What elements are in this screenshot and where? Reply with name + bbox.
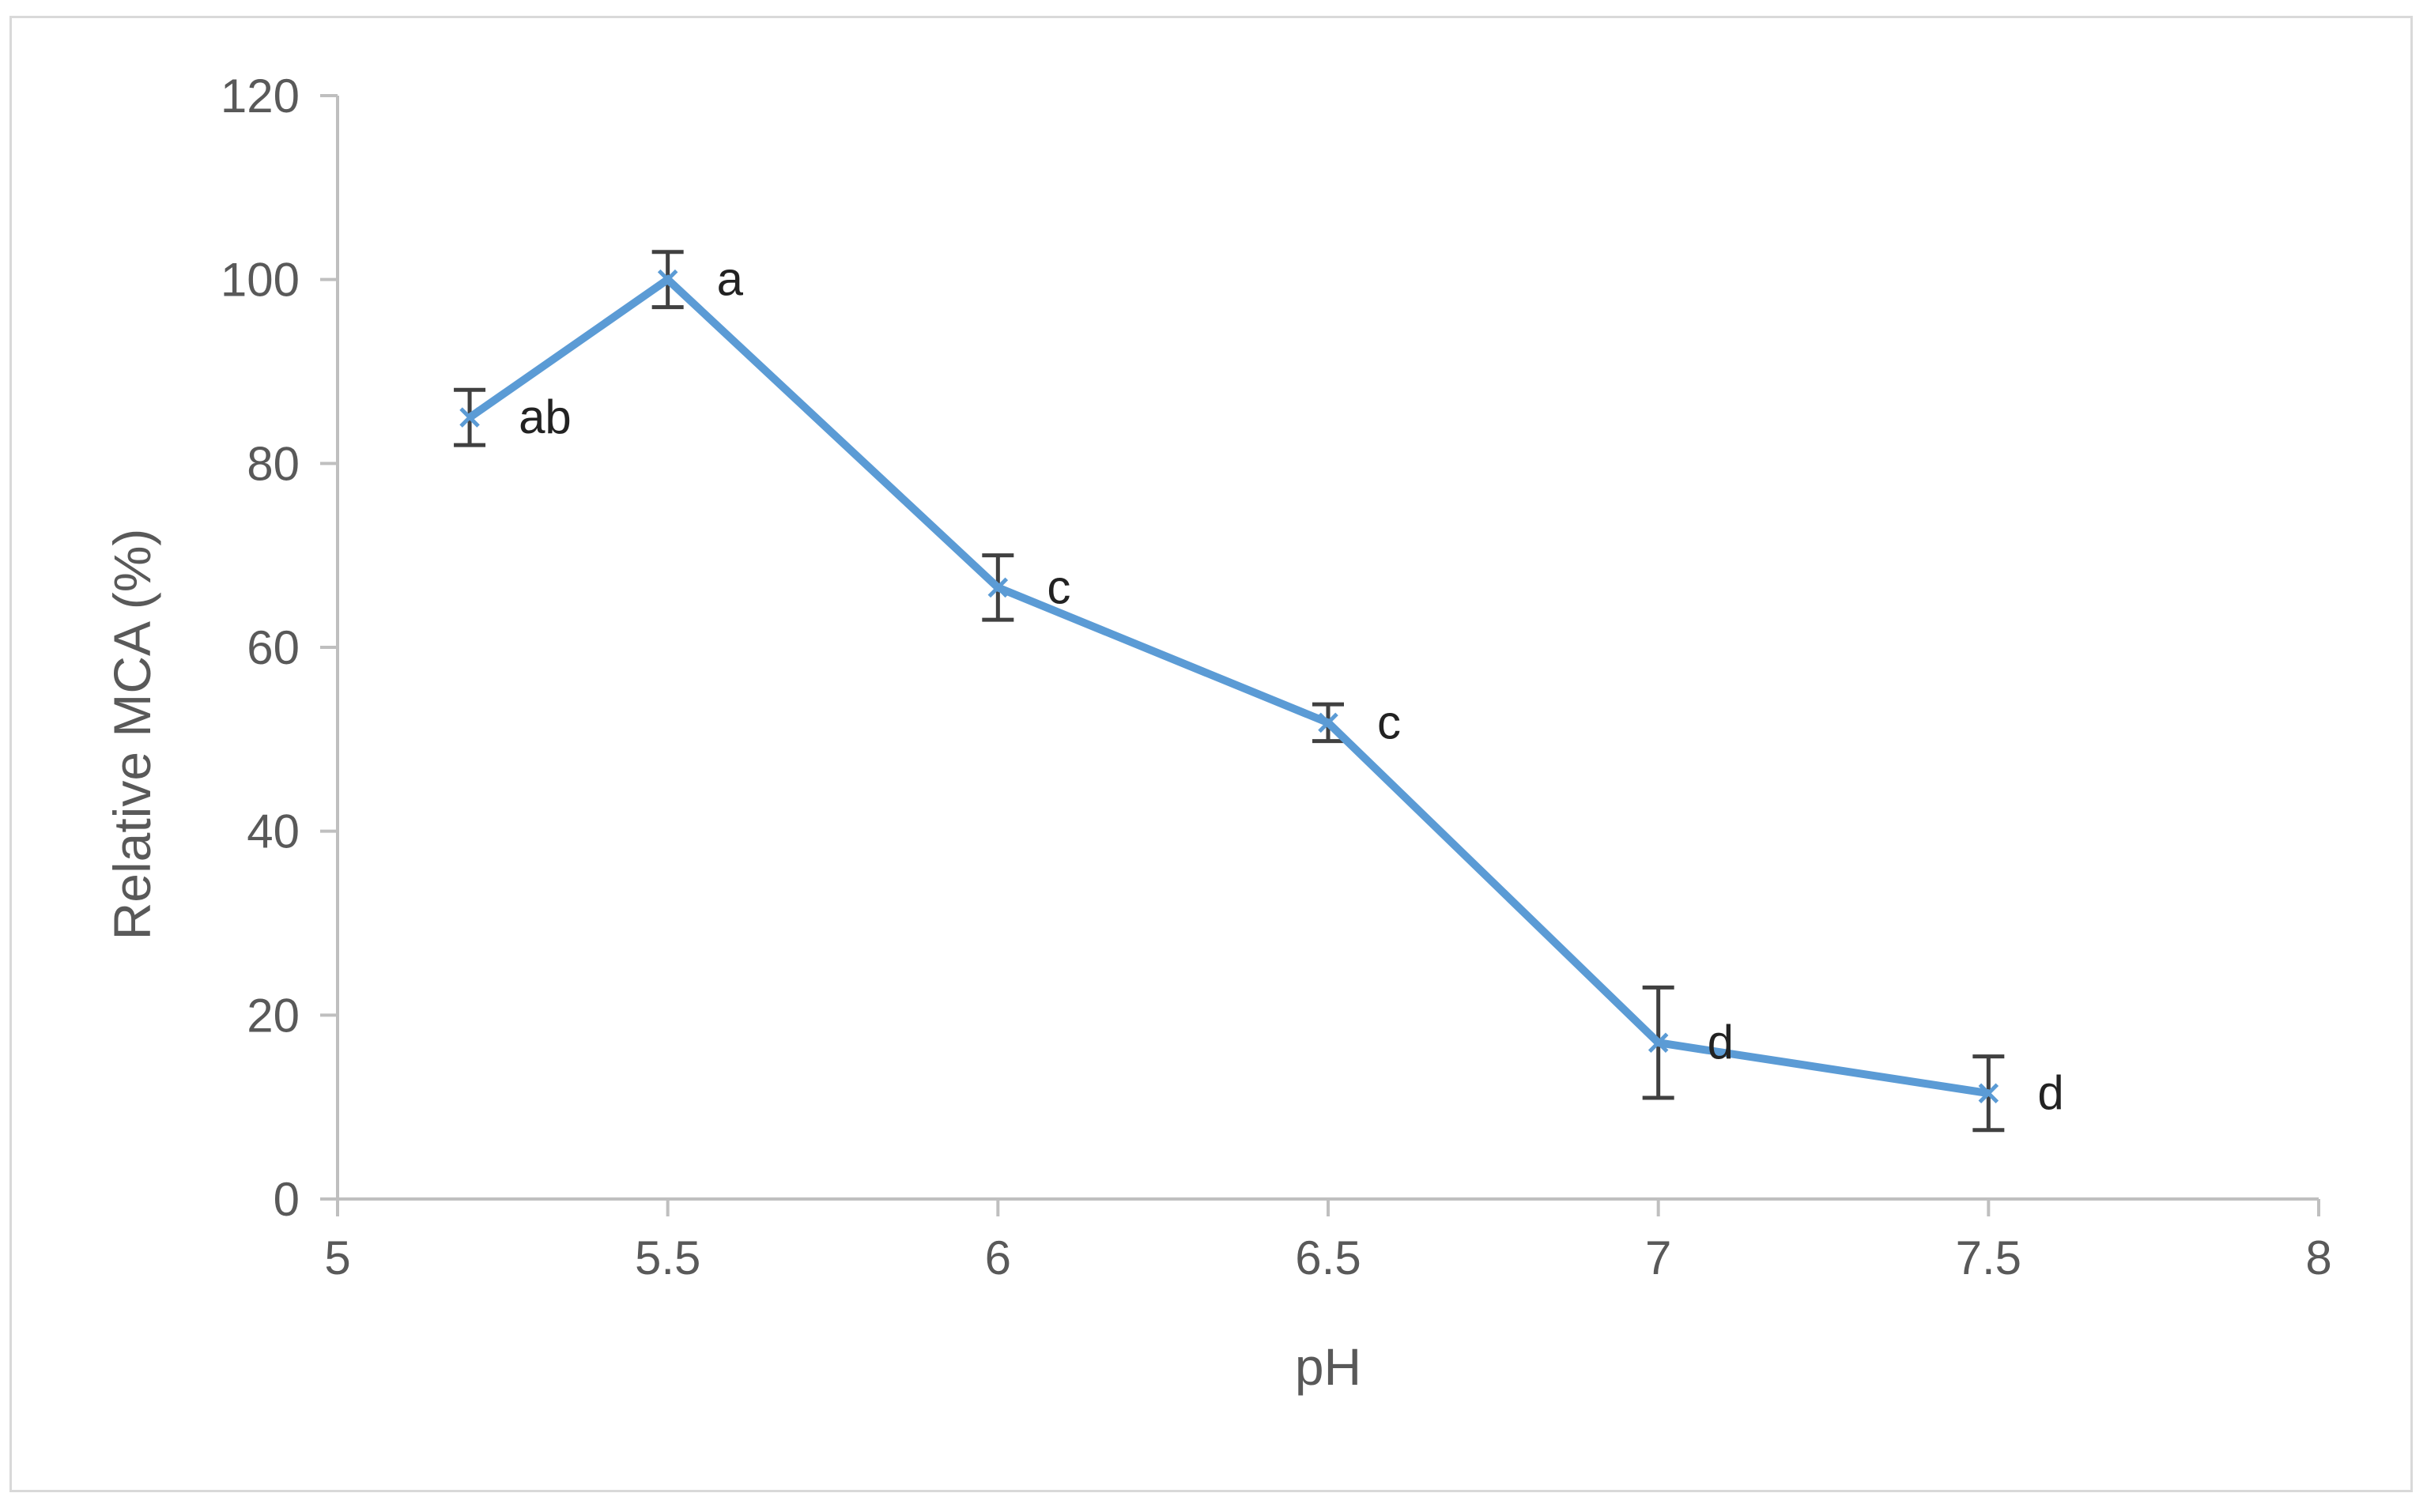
point-label: a (717, 253, 744, 306)
x-tick-label: 5 (324, 1231, 350, 1284)
y-tick-label: 120 (221, 70, 300, 123)
y-tick-label: 100 (221, 254, 300, 307)
point-label: ab (519, 390, 572, 443)
data-point (1318, 712, 1338, 733)
data-series (459, 269, 1999, 1103)
x-tick-label: 7 (1645, 1231, 1671, 1284)
x-tick-label: 7.5 (1956, 1231, 2021, 1284)
point-label: c (1377, 696, 1401, 748)
point-labels: ab a c c d d (519, 253, 2064, 1120)
x-tick-label: 8 (2305, 1231, 2331, 1284)
marker-stroke (657, 269, 678, 290)
y-tick-label: 40 (247, 805, 300, 858)
x-tick-label: 6.5 (1295, 1231, 1361, 1284)
data-point (1978, 1083, 1999, 1103)
x-tick-label: 6 (985, 1231, 1011, 1284)
point-label: d (2037, 1066, 2063, 1119)
y-tick-label: 0 (274, 1173, 300, 1226)
y-axis-title: Relative MCA (%) (103, 529, 161, 941)
y-tick-label: 80 (247, 437, 300, 490)
marker-stroke (459, 407, 480, 428)
axes: 0 20 40 60 80 100 120 5 5.5 6 6.5 7 7.5 8 (221, 70, 2332, 1284)
point-label: c (1047, 560, 1070, 613)
marker-stroke (1648, 1032, 1669, 1054)
data-point (657, 269, 678, 290)
marker-stroke (987, 577, 1009, 598)
marker-stroke (1978, 1083, 1999, 1103)
data-point (459, 407, 480, 428)
chart-frame: 0 20 40 60 80 100 120 5 5.5 6 6.5 7 7.5 8 ab a c c d d pH … (9, 16, 2413, 1492)
error-bars (454, 250, 2005, 1133)
point-label: d (1708, 1016, 1734, 1069)
series-line (467, 274, 1990, 1098)
data-point (1648, 1032, 1669, 1054)
y-tick-label: 60 (247, 621, 300, 674)
data-point (987, 577, 1009, 598)
marker-stroke (1318, 712, 1338, 733)
x-axis-title: pH (1295, 1337, 1361, 1396)
x-tick-label: 5.5 (635, 1231, 700, 1284)
y-tick-label: 20 (247, 989, 300, 1042)
